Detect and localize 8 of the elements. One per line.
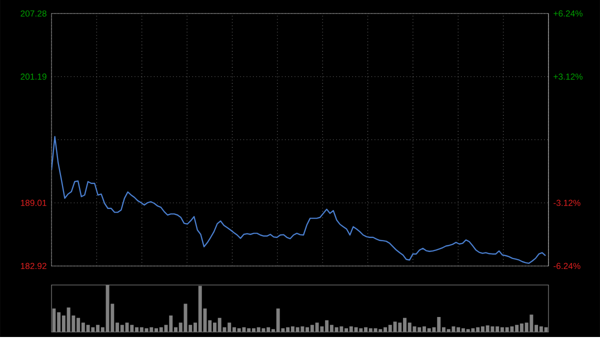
y2-tick-label: -3.12% (554, 200, 580, 206)
y2-tick-label: +3.12% (554, 73, 583, 80)
y-tick-label: 182.92 (20, 262, 46, 269)
y2-tick-label: -6.24% (554, 262, 580, 269)
y-tick-label: 207.28 (20, 10, 46, 17)
y2-tick-label: +6.24% (554, 10, 583, 16)
y-tick-label: 201.19 (20, 74, 46, 80)
y-tick-label: 189.01 (20, 200, 46, 206)
